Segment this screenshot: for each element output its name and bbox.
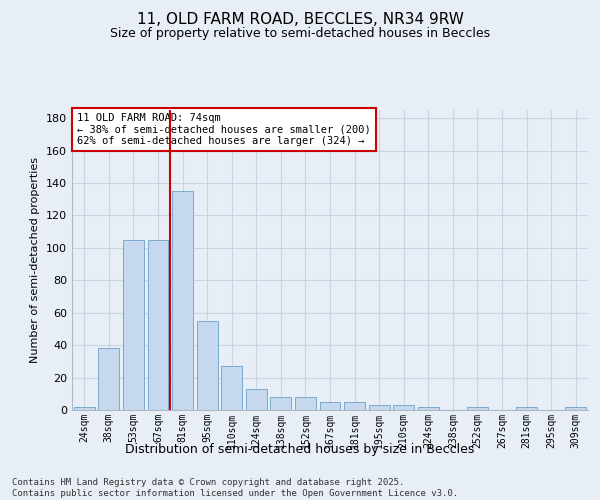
Bar [295, 397, 316, 410]
Y-axis label: Number of semi-detached properties: Number of semi-detached properties [31, 157, 40, 363]
Text: 11 OLD FARM ROAD: 74sqm
← 38% of semi-detached houses are smaller (200)
62% of s: 11 OLD FARM ROAD: 74sqm ← 38% of semi-de… [77, 113, 371, 146]
Bar [467, 407, 488, 410]
Bar [148, 240, 169, 410]
Bar [393, 405, 414, 410]
Bar [221, 366, 242, 410]
Bar [98, 348, 119, 410]
Bar [565, 407, 586, 410]
Bar [172, 191, 193, 410]
Bar [123, 240, 144, 410]
Bar [516, 407, 537, 410]
Bar [271, 397, 292, 410]
Bar [418, 407, 439, 410]
Bar [344, 402, 365, 410]
Bar [246, 389, 267, 410]
Text: Size of property relative to semi-detached houses in Beccles: Size of property relative to semi-detach… [110, 28, 490, 40]
Bar [320, 402, 340, 410]
Text: Distribution of semi-detached houses by size in Beccles: Distribution of semi-detached houses by … [125, 442, 475, 456]
Bar [197, 321, 218, 410]
Bar [74, 407, 95, 410]
Text: Contains HM Land Registry data © Crown copyright and database right 2025.
Contai: Contains HM Land Registry data © Crown c… [12, 478, 458, 498]
Bar [368, 405, 389, 410]
Text: 11, OLD FARM ROAD, BECCLES, NR34 9RW: 11, OLD FARM ROAD, BECCLES, NR34 9RW [137, 12, 463, 28]
